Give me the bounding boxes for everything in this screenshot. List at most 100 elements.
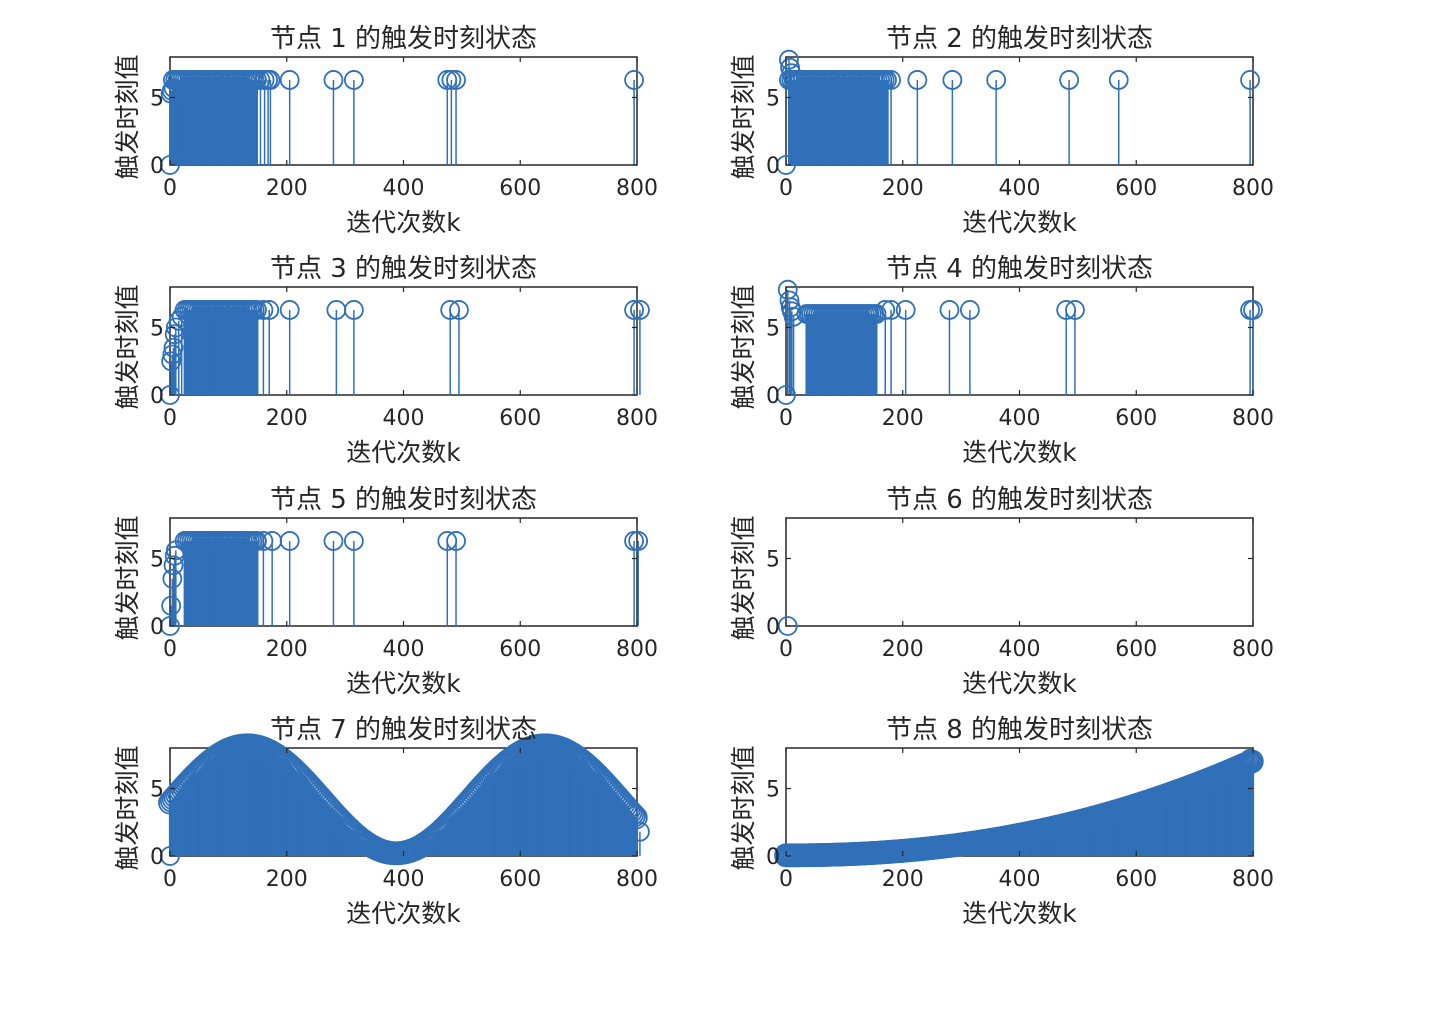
y-tick-label: 0: [766, 615, 780, 640]
stem-marker: [895, 300, 916, 320]
y-tick-label: 5: [150, 548, 164, 573]
data-series: [774, 748, 1264, 868]
data-series: [776, 279, 1263, 405]
stem-marker: [247, 300, 267, 320]
plot-area: [785, 517, 1254, 627]
stem-marker: [253, 300, 274, 320]
subplot-title: 节点 6 的触发时刻状态: [886, 485, 1153, 515]
x-tick-label: 0: [163, 176, 177, 201]
subplot-title: 节点 2 的触发时刻状态: [886, 24, 1153, 54]
stem-marker: [1059, 70, 1080, 90]
stem-marker: [279, 300, 300, 320]
x-tick-label: 800: [1232, 637, 1274, 662]
stem-marker: [247, 531, 267, 551]
x-tick-label: 800: [616, 867, 658, 892]
x-axis-label: 迭代次数k: [962, 438, 1077, 467]
y-tick-label: 5: [766, 317, 780, 342]
subplot-title: 节点 3 的触发时刻状态: [270, 254, 537, 284]
x-tick-label: 0: [779, 637, 793, 662]
x-tick-label: 400: [383, 867, 425, 892]
stem-marker: [783, 306, 804, 327]
stem-marker: [776, 846, 796, 866]
x-tick-label: 800: [616, 406, 658, 431]
y-axis-label: 触发时刻值: [113, 745, 142, 870]
x-tick-label: 0: [163, 867, 177, 892]
x-axis-label: 迭代次数k: [346, 208, 461, 237]
stem-marker: [446, 531, 466, 551]
x-tick-label: 800: [616, 176, 658, 201]
y-tick-label: 5: [766, 548, 780, 573]
stem-marker: [164, 324, 185, 345]
x-tick-label: 400: [999, 406, 1041, 431]
stem-marker: [781, 63, 802, 84]
y-tick-label: 5: [150, 317, 164, 342]
x-tick-label: 0: [779, 867, 793, 892]
x-tick-label: 600: [1115, 867, 1157, 892]
stem-marker: [323, 531, 344, 551]
y-tick-label: 5: [150, 778, 164, 803]
x-tick-label: 200: [266, 637, 308, 662]
y-tick-label: 0: [766, 845, 780, 870]
stem-marker: [875, 300, 896, 320]
data-series: [777, 616, 798, 636]
stem-marker: [163, 337, 184, 358]
x-tick-label: 600: [1115, 176, 1157, 201]
stem-marker: [260, 70, 281, 90]
x-tick-label: 400: [999, 176, 1041, 201]
data-series: [160, 531, 649, 636]
data-series: [158, 733, 650, 866]
stem-marker: [279, 531, 300, 551]
stem-marker: [446, 70, 466, 90]
x-axis-label: 迭代次数k: [962, 899, 1077, 928]
y-axis-label: 触发时刻值: [729, 54, 758, 179]
stem-marker: [779, 49, 799, 70]
subplot-title: 节点 8 的触发时刻状态: [886, 715, 1153, 745]
x-axis-label: 迭代次数k: [962, 208, 1077, 237]
x-tick-label: 200: [882, 637, 924, 662]
stem-marker: [630, 821, 650, 842]
x-tick-label: 600: [499, 406, 541, 431]
data-series: [160, 300, 650, 405]
y-tick-label: 0: [150, 615, 164, 640]
x-tick-label: 800: [616, 637, 658, 662]
stem-marker: [1240, 748, 1260, 769]
y-axis-label: 触发时刻值: [729, 745, 758, 870]
data-series: [776, 49, 1260, 175]
x-axis-label: 迭代次数k: [346, 669, 461, 698]
stem-marker: [1108, 70, 1129, 90]
y-tick-label: 5: [766, 778, 780, 803]
stem-marker: [777, 616, 798, 636]
y-tick-label: 0: [766, 384, 780, 409]
x-tick-label: 200: [266, 867, 308, 892]
subplot-title: 节点 4 的触发时刻状态: [886, 254, 1153, 284]
y-axis-label: 触发时刻值: [113, 54, 142, 179]
stem-marker: [160, 846, 180, 866]
stem-marker: [1243, 752, 1263, 773]
x-tick-label: 400: [383, 176, 425, 201]
subplot-title: 节点 5 的触发时刻状态: [270, 485, 537, 515]
x-tick-label: 800: [1232, 176, 1274, 201]
y-tick-label: 0: [150, 384, 164, 409]
x-tick-label: 800: [1232, 867, 1274, 892]
stem-marker: [942, 70, 963, 90]
x-tick-label: 600: [499, 867, 541, 892]
stem-marker: [881, 70, 901, 90]
subplot-title: 节点 7 的触发时刻状态: [270, 715, 537, 745]
y-axis-label: 触发时刻值: [729, 515, 758, 640]
x-axis-label: 迭代次数k: [346, 899, 461, 928]
stem-marker: [161, 80, 182, 101]
stem-marker: [624, 70, 644, 90]
stem-marker: [162, 568, 183, 589]
stem-marker: [881, 300, 901, 320]
x-tick-label: 400: [999, 867, 1041, 892]
x-axis-label: 迭代次数k: [962, 669, 1077, 698]
stem-marker: [959, 300, 980, 320]
y-axis-label: 触发时刻值: [729, 284, 758, 409]
